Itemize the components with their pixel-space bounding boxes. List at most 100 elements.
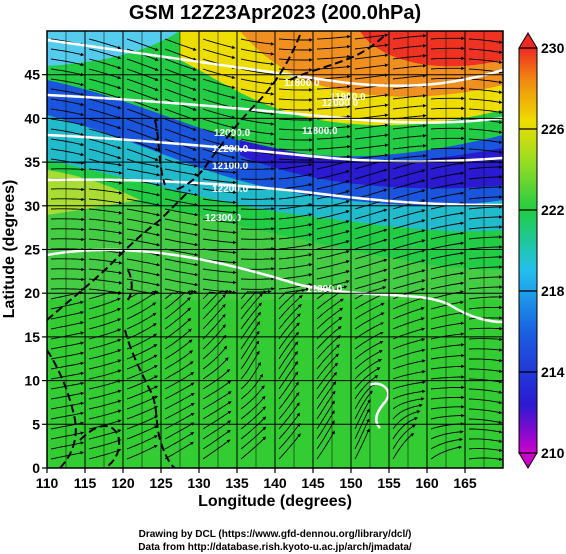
contour-line (47, 178, 503, 207)
streamline (316, 210, 350, 220)
streamline (392, 34, 427, 40)
streamline (240, 118, 275, 126)
streamline (126, 278, 161, 287)
y-tick-label: 15 (24, 329, 40, 345)
streamline (278, 158, 313, 162)
streamline (468, 48, 503, 54)
streamline (164, 289, 195, 300)
korea-coastline (154, 119, 166, 186)
streamline (354, 358, 382, 380)
streamline (50, 237, 85, 242)
streamline (354, 350, 383, 370)
streamline (354, 312, 385, 330)
streamline (50, 58, 85, 67)
streamline (316, 344, 340, 370)
streamline (202, 401, 232, 420)
streamline (50, 167, 85, 172)
streamline (316, 34, 351, 40)
streamline (468, 148, 503, 154)
streamline (88, 188, 123, 195)
y-tick-label: 35 (24, 154, 40, 170)
streamline (88, 389, 122, 400)
streamline (392, 94, 427, 100)
streamline (50, 128, 85, 137)
streamline (126, 208, 161, 217)
streamline (50, 158, 85, 165)
streamline (240, 177, 275, 181)
plot-area: 11800.0 12000.0 12000.0 12200.0 12100.0 … (47, 31, 503, 468)
streamline (202, 391, 232, 410)
contour-line (47, 133, 503, 163)
streamline (316, 54, 351, 60)
streamline (430, 445, 463, 460)
streamline (392, 397, 425, 410)
streamline (354, 293, 385, 310)
contour-label: 12000.0 (214, 128, 251, 139)
streamline (278, 402, 300, 430)
streamline (468, 305, 503, 310)
streamline (278, 88, 313, 92)
streamline (240, 257, 275, 261)
streamline (354, 340, 384, 360)
streamline (202, 208, 237, 215)
streamline (468, 225, 503, 230)
streamline (88, 198, 123, 205)
streamline (354, 375, 379, 400)
streamline (202, 334, 227, 360)
streamline (164, 361, 194, 380)
colorbar-gradient (518, 47, 538, 454)
streamline (126, 292, 157, 310)
streamline (354, 63, 389, 70)
streamline (430, 261, 465, 270)
streamline (202, 429, 231, 450)
streamline (468, 316, 503, 320)
x-tick-label: 135 (225, 475, 249, 491)
streamline (316, 260, 350, 270)
streamline (430, 161, 465, 170)
streamline (240, 340, 260, 370)
streamline (430, 126, 465, 131)
streamline (430, 332, 465, 340)
streamline (316, 270, 350, 280)
streamline (430, 66, 465, 71)
streamline (430, 385, 465, 390)
streamline (240, 227, 275, 231)
streamline (430, 343, 465, 350)
x-tick-label: 145 (301, 475, 325, 491)
streamline (240, 217, 275, 221)
streamline (278, 263, 313, 270)
streamline (354, 153, 389, 160)
streamline (316, 124, 351, 130)
streamline (202, 380, 232, 400)
streamline (164, 422, 195, 440)
contour-labels: 11800.0 12000.0 12000.0 12200.0 12100.0 … (205, 78, 366, 295)
y-tick-label: 30 (24, 198, 40, 214)
streamline (88, 168, 123, 175)
streamline (50, 78, 85, 87)
streamline (278, 233, 313, 240)
streamline (278, 253, 313, 260)
streamline (50, 138, 85, 147)
streamline (240, 78, 275, 86)
contour-label: 12300.0 (306, 284, 343, 295)
streamline (354, 367, 381, 390)
streamline (202, 410, 232, 430)
streamline (278, 78, 313, 82)
colorbar-tick-label: 222 (541, 202, 565, 218)
streamline (50, 351, 85, 360)
streamline (50, 431, 85, 440)
streamline (50, 287, 85, 292)
streamline (354, 390, 373, 420)
y-tick-label: 40 (24, 110, 40, 126)
streamline (278, 243, 313, 250)
streamline (354, 322, 385, 340)
contour-label: 12200.0 (212, 144, 249, 155)
streamline (430, 36, 465, 41)
streamline (468, 78, 503, 84)
streamline (392, 44, 427, 50)
streamline (278, 288, 306, 310)
streamline (316, 94, 351, 100)
streamline (316, 180, 350, 190)
streamline (430, 353, 465, 360)
streamline (126, 312, 157, 330)
